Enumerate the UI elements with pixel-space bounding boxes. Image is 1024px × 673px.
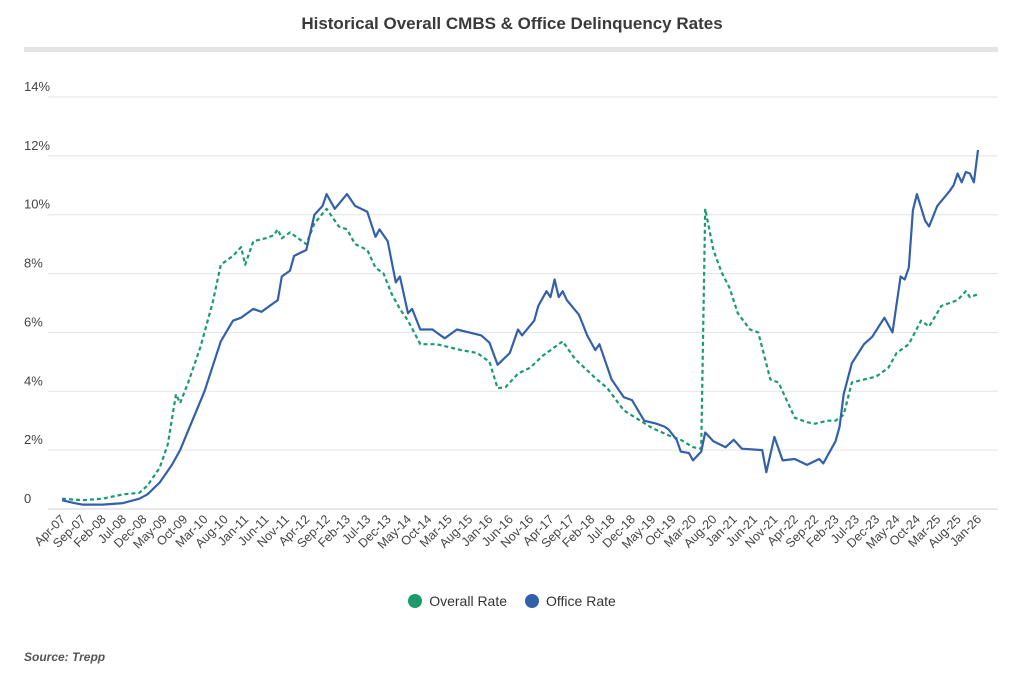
y-tick-label: 10% xyxy=(24,197,50,212)
y-tick-label: 4% xyxy=(24,373,43,388)
series-lines xyxy=(61,149,980,506)
legend-label: Office Rate xyxy=(546,593,616,609)
y-tick-label: 8% xyxy=(24,256,43,271)
title-divider xyxy=(24,47,998,52)
line-chart: 0 2% 4% 6% 8% 10% 12% 14% Apr-07Sep-07Feb-08Jul… xyxy=(24,79,998,552)
y-tick-label: 0 xyxy=(24,491,31,506)
legend-marker-overall xyxy=(408,594,423,608)
legend-item-office-rate[interactable]: Office Rate xyxy=(525,593,616,609)
x-axis-ticks: Apr-07Sep-07Feb-08Jul-08Dec-08May-09Oct-… xyxy=(32,512,984,551)
source-note: Source: Trepp xyxy=(24,650,106,664)
series-line-office-rate xyxy=(61,149,980,506)
y-tick-label: 12% xyxy=(24,138,50,153)
y-axis-ticks: 0 2% 4% 6% 8% 10% 12% 14% xyxy=(24,79,50,506)
legend-marker-office xyxy=(525,594,540,608)
legend: Overall Rate Office Rate xyxy=(0,593,1024,609)
legend-item-overall-rate[interactable]: Overall Rate xyxy=(408,593,507,609)
y-tick-label: 14% xyxy=(24,79,50,94)
gridlines xyxy=(48,96,998,510)
y-tick-label: 2% xyxy=(24,432,43,447)
series-line-overall-rate xyxy=(61,207,979,502)
chart-title: Historical Overall CMBS & Office Delinqu… xyxy=(301,14,723,33)
legend-label: Overall Rate xyxy=(429,593,508,609)
y-tick-label: 6% xyxy=(24,314,43,329)
